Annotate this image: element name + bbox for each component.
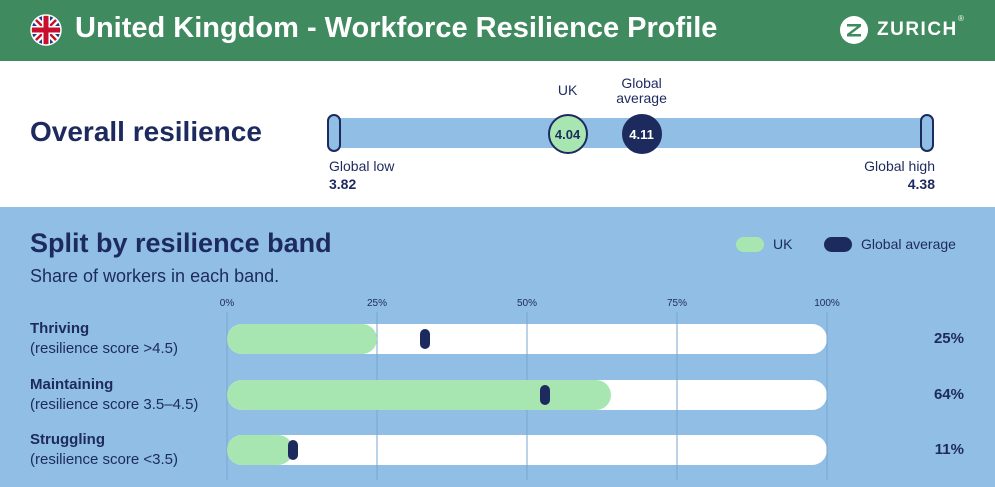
row-value-struggling: 11%	[934, 441, 964, 458]
global-average-marker	[540, 385, 550, 405]
global-average-score-marker: 4.11	[621, 114, 662, 154]
legend-label-global: Global average	[861, 236, 956, 252]
brand-logo-text: ZURICH	[877, 19, 958, 40]
global-average-marker	[420, 329, 430, 349]
uk-marker-label: UK	[557, 82, 578, 98]
x-tick-label: 0%	[220, 298, 235, 309]
uk-bar	[227, 324, 377, 354]
header-bar: United Kingdom - Workforce Resilience Pr…	[0, 0, 995, 61]
uk-bar	[227, 380, 611, 410]
legend-label-uk: UK	[773, 236, 793, 252]
global-average-marker	[288, 440, 298, 460]
row-name-thriving: Thriving	[30, 320, 90, 337]
uk-score-value: 4.04	[554, 126, 581, 142]
global-high-label: Global high 4.38	[864, 157, 935, 193]
row-name-struggling: Struggling	[30, 431, 105, 448]
global-high-value: 4.38	[907, 176, 935, 192]
row-value-maintaining: 64%	[933, 386, 964, 403]
legend-swatch-global	[824, 237, 852, 252]
x-tick-label: 75%	[667, 298, 687, 309]
zurich-z-icon	[840, 16, 868, 44]
uk-flag-icon	[30, 14, 62, 46]
global-average-score-value: 4.11	[629, 126, 654, 142]
global-label-line2: average	[616, 90, 667, 106]
scale-high-cap	[920, 114, 934, 152]
global-low-label: Global low 3.82	[329, 157, 394, 193]
page-title: United Kingdom - Workforce Resilience Pr…	[75, 12, 718, 44]
row-desc-maintaining: (resilience score 3.5–4.5)	[30, 396, 199, 413]
uk-bar	[227, 435, 293, 465]
x-tick-label: 50%	[517, 298, 537, 309]
uk-score-marker: 4.04	[547, 114, 588, 154]
scale-low-cap	[327, 114, 341, 152]
row-value-thriving: 25%	[933, 330, 964, 347]
row-desc-thriving: (resilience score >4.5)	[30, 340, 178, 357]
row-name-maintaining: Maintaining	[30, 376, 114, 393]
x-tick-label: 100%	[814, 298, 840, 309]
brand-registered-mark: ®	[958, 14, 964, 23]
global-high-text: Global high	[864, 158, 935, 174]
split-chart-title: Split by resilience band	[30, 228, 332, 258]
split-chart-subtitle: Share of workers in each band.	[30, 266, 280, 286]
row-desc-struggling: (resilience score <3.5)	[30, 451, 178, 468]
legend-swatch-uk	[736, 237, 764, 252]
global-average-marker-label: Global average	[616, 76, 667, 106]
global-label-line1: Global	[621, 75, 662, 91]
global-low-value: 3.82	[329, 176, 357, 192]
x-tick-label: 25%	[367, 298, 387, 309]
overall-resilience-title: Overall resilience	[30, 116, 262, 147]
global-low-text: Global low	[329, 158, 395, 174]
